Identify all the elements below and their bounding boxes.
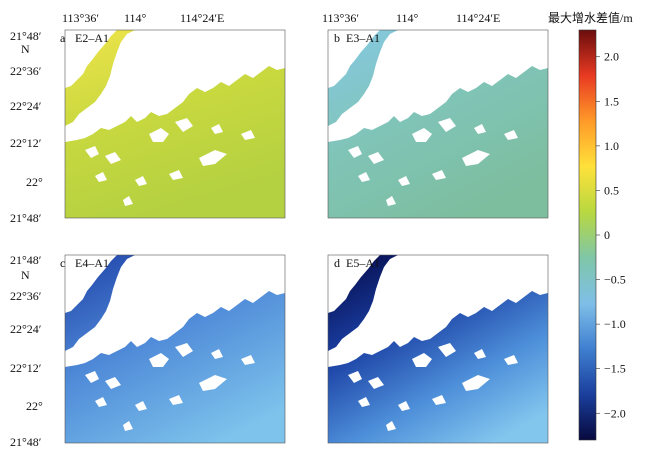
panel-letter-c: c <box>60 256 65 270</box>
panel-letter-a: a <box>60 31 66 45</box>
colorbar-ticks: 2.0 1.5 1.0 0.5 0 −0.5 −1.0 −1.5 −2.0 <box>596 50 626 420</box>
colorbar-tick-label: 0 <box>604 228 610 242</box>
lon-label-113-36-right: 113°36′ <box>322 11 359 25</box>
lat-label-21-48-bottom-top: 21°48′ <box>10 211 42 225</box>
lat-label-22-top: 22° <box>26 175 43 189</box>
colorbar-gradient <box>578 29 597 441</box>
colorbar-title: 最大增水差值/m <box>548 10 633 25</box>
panel-title-a: E2–A1 <box>75 31 109 45</box>
panel-frame-b <box>327 29 549 219</box>
lon-label-114-24-right: 114°24′E <box>456 11 500 25</box>
lat-label-22-12-b: 22°12′ <box>10 361 42 375</box>
lon-label-114-right: 114° <box>396 11 419 25</box>
map-panel-d: d E5–A1 <box>327 254 549 444</box>
panel-letter-b: b <box>334 31 340 45</box>
lat-label-22-24-b: 22°24′ <box>10 322 42 336</box>
panel-frame-a <box>64 29 286 219</box>
lat-label-21-48-b: 21°48′ <box>10 253 42 267</box>
panel-title-d: E5–A1 <box>346 256 380 270</box>
lat-label-n-b: N <box>21 268 30 282</box>
panel-frame-c <box>64 254 286 444</box>
panel-frame-d <box>327 254 549 444</box>
lat-label-21-48-top: 21°48′ <box>10 29 42 43</box>
colorbar-tick-label: −1.5 <box>604 362 626 376</box>
lon-label-114-24: 114°24′E <box>180 11 224 25</box>
lon-labels-right: 113°36′ 114° 114°24′E <box>322 11 500 25</box>
lon-label-114: 114° <box>124 11 147 25</box>
panel-title-b: E3–A1 <box>346 31 380 45</box>
lon-labels-left: 113°36′ 114° 114°24′E <box>62 11 224 25</box>
lat-label-22-36-b: 22°36′ <box>10 289 42 303</box>
map-panel-a: a E2–A1 <box>60 29 286 219</box>
lat-label-22-36-top: 22°36′ <box>10 64 42 78</box>
colorbar: 最大增水差值/m 2.0 1.5 1.0 0.5 0 −0.5 −1.0 −1.5 −2.0 <box>548 10 633 441</box>
colorbar-tick-label: 2.0 <box>604 50 619 64</box>
colorbar-tick-label: −2.0 <box>604 406 626 420</box>
colorbar-tick-label: 1.0 <box>604 139 619 153</box>
lat-label-22-24-top: 22°24′ <box>10 99 42 113</box>
lat-label-22-b: 22° <box>26 399 43 413</box>
lon-label-113-36: 113°36′ <box>62 11 99 25</box>
colorbar-tick-label: 1.5 <box>604 94 619 108</box>
lat-label-21-48-bottom-b: 21°48′ <box>10 435 42 449</box>
panel-title-c: E4–A1 <box>75 256 109 270</box>
colorbar-tick-label: −1.0 <box>604 317 626 331</box>
lat-labels-top: 21°48′ N 22°36′ 22°24′ 22°12′ 22° 21°48′ <box>10 29 43 225</box>
map-panel-b: b E3–A1 <box>327 29 549 219</box>
colorbar-tick-label: −0.5 <box>604 273 626 287</box>
map-panel-c: c E4–A1 <box>60 254 286 444</box>
lat-label-n-top: N <box>21 42 30 56</box>
lat-labels-bottom: 21°48′ N 22°36′ 22°24′ 22°12′ 22° 21°48′ <box>10 253 43 449</box>
colorbar-tick-label: 0.5 <box>604 183 619 197</box>
lat-label-22-12-top: 22°12′ <box>10 136 42 150</box>
panel-letter-d: d <box>334 256 340 270</box>
